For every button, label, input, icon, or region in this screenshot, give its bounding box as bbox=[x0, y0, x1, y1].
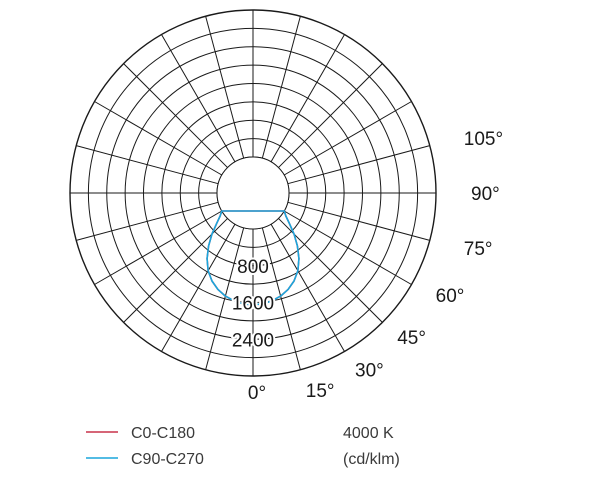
unit-label: (cd/klm) bbox=[343, 451, 400, 468]
grid-spoke bbox=[287, 145, 430, 185]
grid-spoke bbox=[261, 16, 301, 159]
series-layer bbox=[206, 210, 300, 306]
angle-label: 45° bbox=[397, 328, 426, 349]
angle-label: 75° bbox=[464, 239, 493, 260]
grid-spoke bbox=[270, 34, 345, 163]
grid-spoke bbox=[278, 218, 383, 323]
radial-tick-label: 1600 bbox=[232, 294, 274, 315]
grid-spoke bbox=[283, 210, 412, 285]
angle-label: 60° bbox=[436, 286, 465, 307]
angle-label: 30° bbox=[355, 361, 384, 382]
angle-tick-labels: 0° 15° 30° 45° 60° 75° 90° 105° bbox=[248, 129, 503, 404]
radial-tick-label: 800 bbox=[237, 257, 269, 278]
grid-spoke bbox=[261, 227, 301, 370]
angle-label: 90° bbox=[471, 184, 500, 205]
grid-spoke bbox=[161, 34, 236, 163]
angle-label: 0° bbox=[248, 383, 266, 404]
grid-spoke bbox=[161, 223, 236, 352]
grid-spoke bbox=[205, 16, 245, 159]
radial-tick-labels: 800 1600 2400 bbox=[230, 255, 276, 354]
grid-spoke bbox=[94, 101, 223, 176]
series-curve-c90-c270 bbox=[206, 210, 300, 306]
grid-spoke bbox=[76, 145, 219, 185]
grid-spoke bbox=[270, 223, 345, 352]
grid-spoke bbox=[94, 210, 223, 285]
grid-spoke bbox=[278, 63, 383, 168]
angle-label: 105° bbox=[464, 129, 503, 150]
inner-disc bbox=[216, 156, 290, 230]
legend: C0-C180 C90-C270 bbox=[86, 425, 204, 468]
legend-label-c0-c180: C0-C180 bbox=[131, 425, 195, 442]
center-disc bbox=[216, 156, 290, 230]
grid-spoke bbox=[123, 63, 228, 168]
grid-spokes bbox=[70, 10, 436, 376]
angle-label: 15° bbox=[306, 381, 335, 402]
grid-spoke bbox=[205, 227, 245, 370]
radial-tick-label: 2400 bbox=[232, 330, 274, 351]
grid-spoke bbox=[283, 101, 412, 176]
grid-spoke bbox=[287, 201, 430, 241]
cct-label: 4000 K bbox=[343, 425, 394, 442]
legend-label-c90-c270: C90-C270 bbox=[131, 451, 204, 468]
grid-spoke bbox=[76, 201, 219, 241]
grid-spoke bbox=[123, 218, 228, 323]
